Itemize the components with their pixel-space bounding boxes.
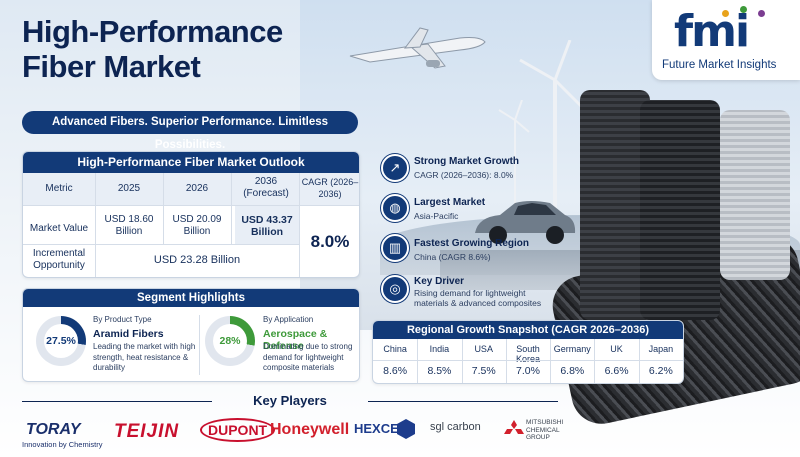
- feature-title: Strong Market Growth: [414, 156, 520, 167]
- target-icon: ◎: [381, 275, 409, 303]
- fiber-spool-image: [580, 90, 650, 320]
- toray-tagline: Innovation by Chemistry: [22, 440, 103, 449]
- outlook-header-row: [23, 173, 359, 205]
- hexcel-logo: HEXCEL: [354, 421, 407, 436]
- mitsubishi-diamonds-icon: [504, 420, 524, 434]
- application-share-donut: 28%: [205, 316, 255, 366]
- fiber-spool-image: [640, 100, 720, 320]
- feature-sub: Rising demand for lightweight materials …: [414, 288, 542, 308]
- product-share-donut: 27.5%: [36, 316, 86, 366]
- tagline-banner: Advanced Fibers. Superior Performance. L…: [22, 111, 358, 151]
- segment-highlights-panel: Segment Highlights 27.5% By Product Type…: [22, 288, 360, 382]
- logo-dot: [758, 10, 765, 17]
- page-title: High-Performance Fiber Market: [22, 14, 283, 84]
- market-value-2036: USD 43.37 Billion: [241, 214, 293, 238]
- market-value-2026: USD 20.09 Billion: [172, 214, 222, 237]
- incremental-value: USD 23.28 Billion: [153, 254, 241, 266]
- car-image: [475, 201, 576, 244]
- growth-chart-icon: ↗: [381, 154, 409, 182]
- key-players-heading: Key Players: [253, 393, 327, 408]
- teijin-logo: TEIJIN: [114, 421, 180, 442]
- globe-icon: ◍: [381, 194, 409, 222]
- mitsubishi-logo: MITSUBISHI CHEMICAL GROUP: [526, 419, 564, 441]
- airplane-image: [349, 27, 486, 69]
- forecast-cell-bg: [235, 206, 299, 244]
- product-desc: Leading the market with high strength, h…: [93, 342, 196, 372]
- region-cagr-value: 7.5%: [471, 365, 496, 377]
- col-cagr: CAGR (2026–2036): [301, 177, 359, 199]
- feature-title: Fastest Growing Region: [414, 238, 530, 249]
- region-cagr-value: 8.6%: [383, 365, 408, 377]
- logo-dot: [740, 6, 747, 13]
- regional-growth-table: Regional Growth Snapshot (CAGR 2026–2036…: [372, 320, 684, 384]
- region-country: South Korea: [515, 344, 540, 364]
- product-name: Aramid Fibers: [93, 328, 164, 340]
- sgl-carbon-logo: sgl carbon: [430, 421, 481, 433]
- region-country: China: [383, 344, 407, 354]
- col-2026: 2026: [185, 183, 209, 194]
- col-2025: 2025: [117, 183, 141, 194]
- product-caption: By Product Type: [93, 315, 152, 324]
- honeywell-logo: Honeywell: [270, 421, 350, 438]
- fmi-logo: fmi Future Market Insights: [652, 0, 800, 80]
- logo-dot: [722, 10, 729, 17]
- application-share-label: 28%: [213, 324, 247, 358]
- outlook-heading: High-Performance Fiber Market Outlook: [23, 152, 359, 173]
- divider: [368, 401, 558, 402]
- application-name: Aerospace & Defense: [263, 328, 328, 352]
- regional-heading: Regional Growth Snapshot (CAGR 2026–2036…: [373, 321, 683, 339]
- feature-sub: Asia-Pacific: [414, 211, 459, 221]
- hexcel-hex-icon: [397, 419, 415, 439]
- row-incremental-label: Incremental Opportunity: [32, 248, 86, 271]
- region-cagr-value: 6.8%: [560, 365, 585, 377]
- row-market-value-label: Market Value: [29, 223, 89, 234]
- feature-sub: China (CAGR 8.6%): [414, 252, 491, 262]
- region-cagr-value: 6.6%: [604, 365, 629, 377]
- region-country: Japan: [648, 344, 674, 354]
- region-cagr-value: 8.5%: [427, 365, 452, 377]
- region-country: USA: [474, 344, 493, 354]
- bar-chart-icon: ▥: [381, 234, 409, 262]
- market-outlook-table: High-Performance Fiber Market Outlook Me…: [22, 151, 360, 278]
- dupont-logo: DUPONT: [200, 418, 276, 442]
- market-value-2025: USD 18.60 Billion: [104, 214, 154, 237]
- application-caption: By Application: [263, 315, 314, 324]
- cagr-value: 8.0%: [310, 232, 350, 251]
- segment-heading: Segment Highlights: [23, 289, 359, 307]
- logo-name: Future Market Insights: [662, 59, 777, 71]
- feature-title: Largest Market: [414, 197, 486, 208]
- product-share-label: 27.5%: [44, 324, 78, 358]
- feature-sub: CAGR (2026–2036): 8.0%: [414, 170, 514, 180]
- divider: [22, 401, 212, 402]
- fiber-spool-image: [720, 110, 790, 280]
- col-2036: 2036 (Forecast): [243, 176, 289, 199]
- region-country: Germany: [553, 344, 591, 354]
- region-cagr-value: 7.0%: [516, 365, 540, 377]
- application-desc: Dominating due to strong demand for ligh…: [263, 342, 353, 372]
- col-metric: Metric: [45, 183, 73, 194]
- logo-mark: fmi: [674, 6, 750, 57]
- feature-title: Key Driver: [414, 276, 465, 287]
- region-country: UK: [610, 344, 623, 354]
- region-country: India: [429, 344, 450, 354]
- toray-logo: TORAY: [26, 421, 81, 438]
- region-cagr-value: 6.2%: [648, 365, 673, 377]
